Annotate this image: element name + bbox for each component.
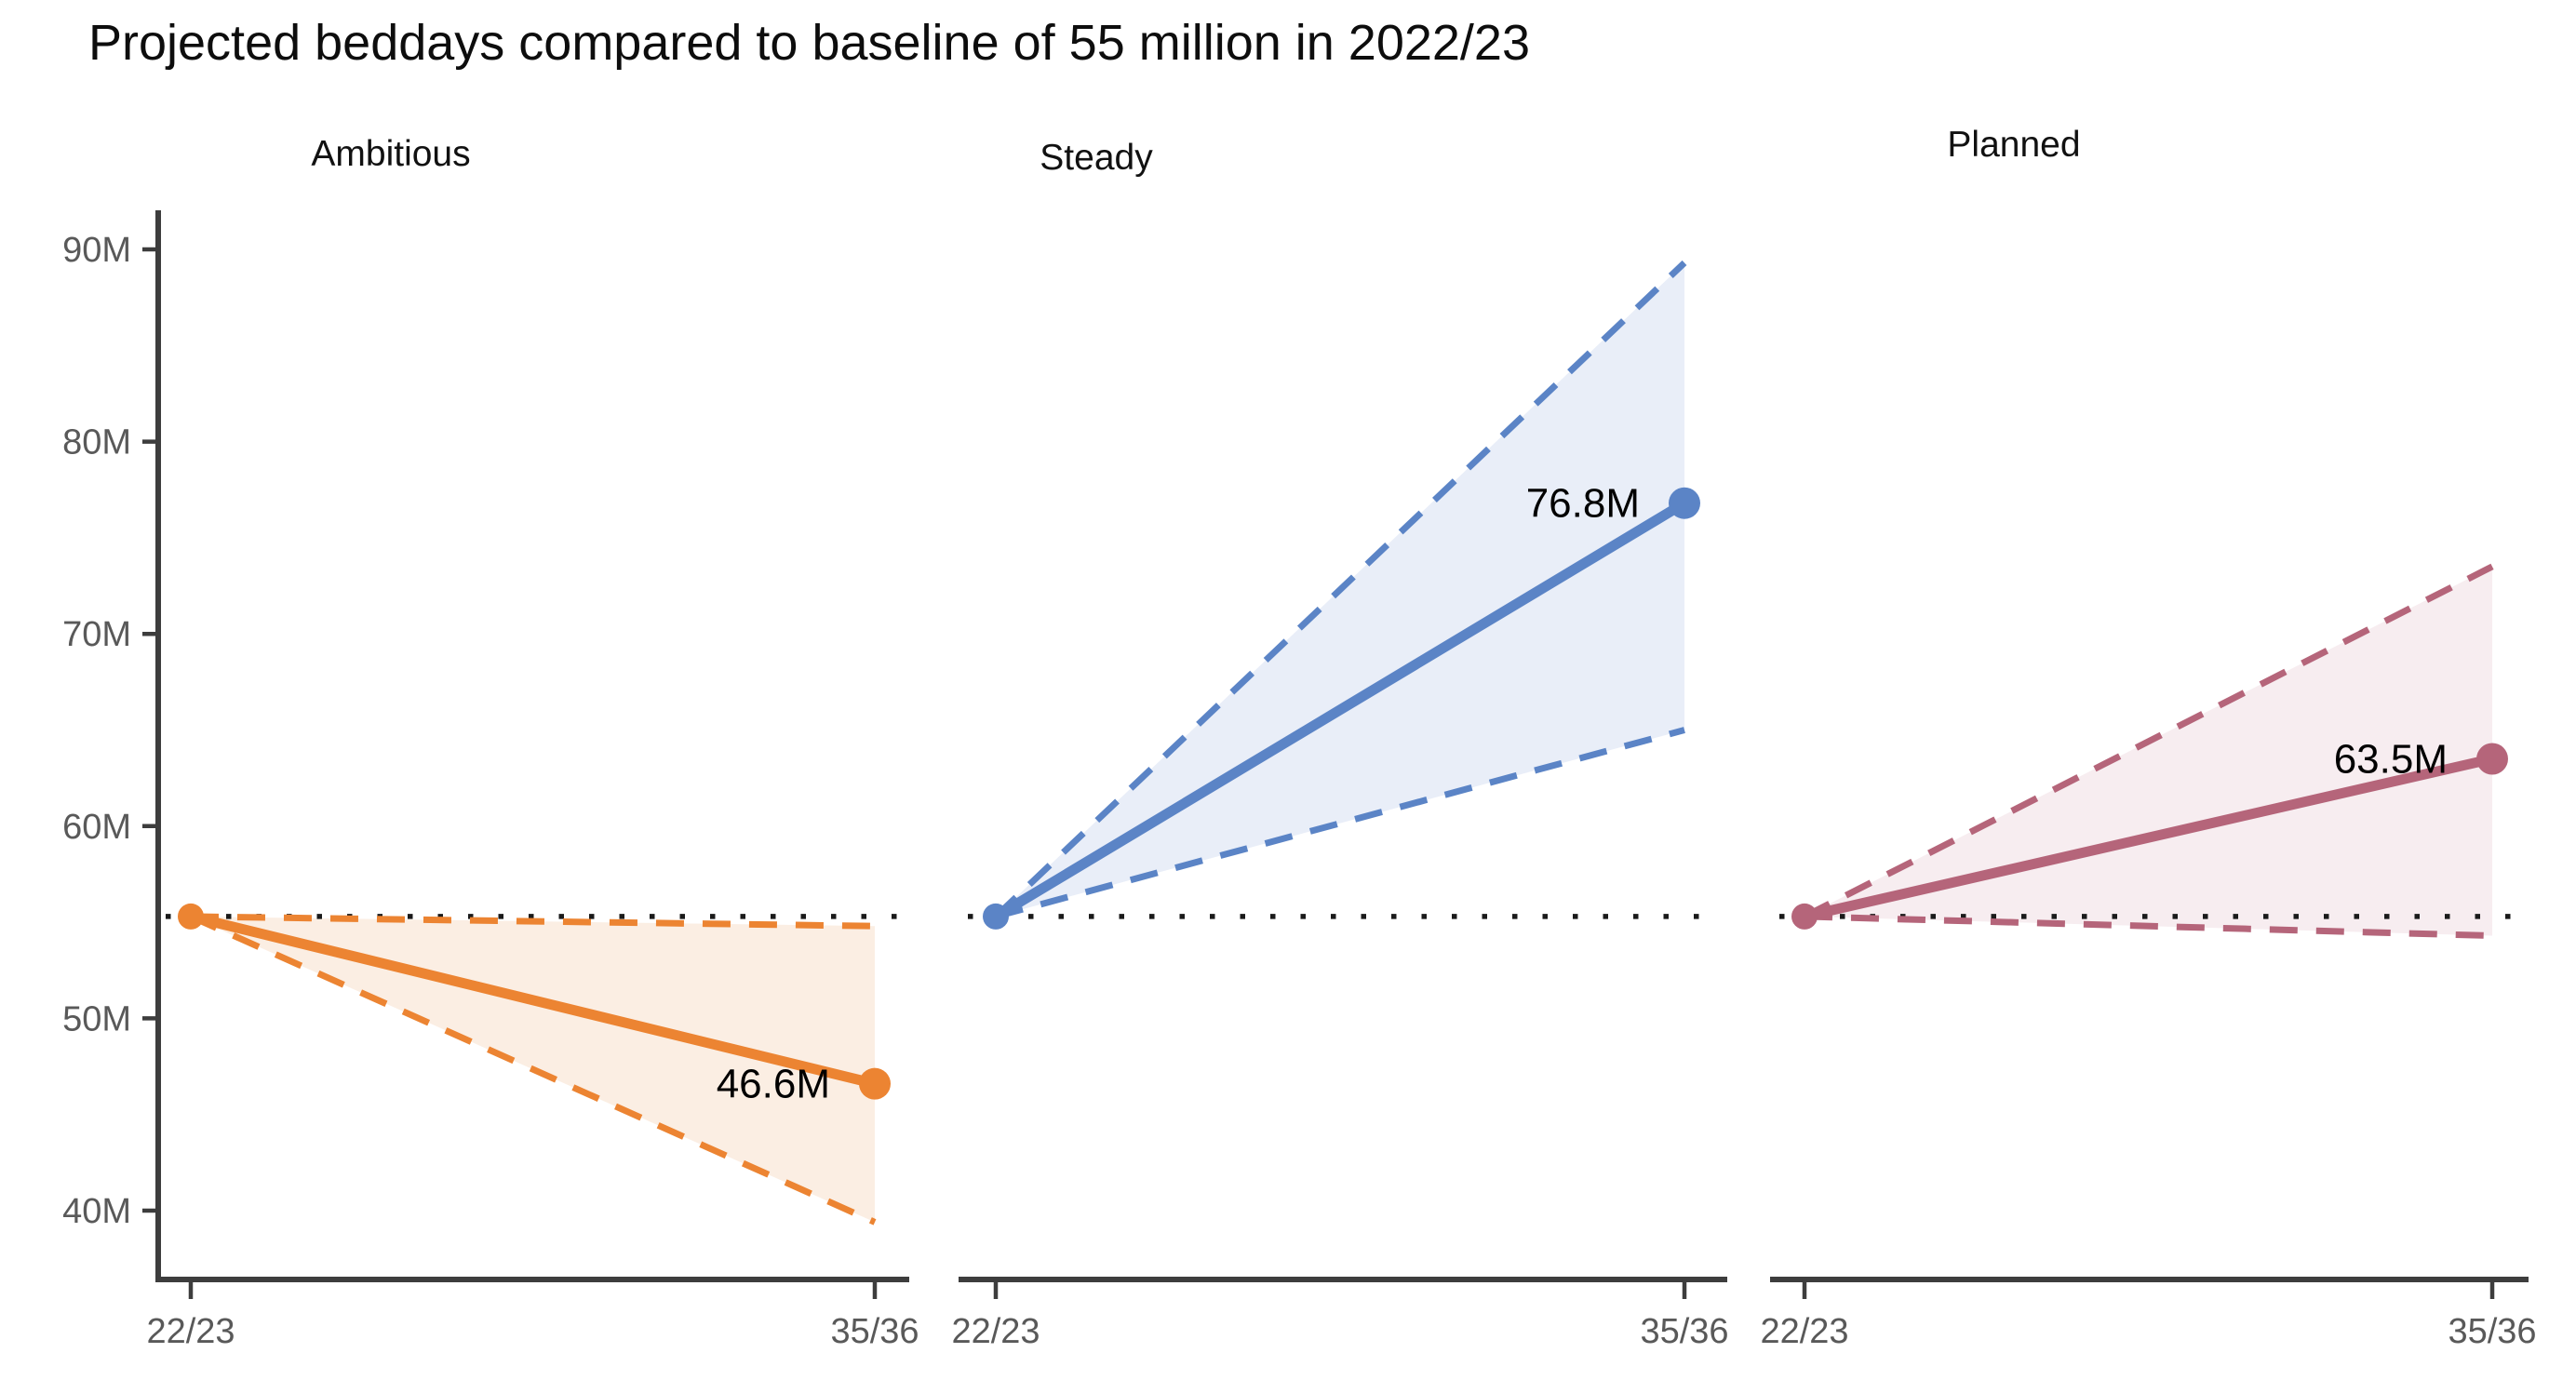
- y-axis-tick-label: 90M: [62, 231, 131, 270]
- ambitious-value-label: 46.6M: [717, 1062, 830, 1107]
- steady-start-point: [983, 903, 1009, 930]
- ambitious-upper-bound-line: [190, 913, 876, 930]
- x-axis-tick-label: 22/23: [951, 1312, 1040, 1351]
- planned-end-point: [2476, 743, 2508, 775]
- y-axis-tick-label: 60M: [62, 808, 131, 847]
- x-axis-tick-label: 35/36: [2448, 1312, 2536, 1351]
- x-axis-tick-label: 35/36: [830, 1312, 919, 1351]
- x-axis-tick-label: 35/36: [1640, 1312, 1728, 1351]
- ambitious-start-point: [178, 903, 204, 930]
- facet-label-ambitious: Ambitious: [311, 134, 470, 174]
- ambitious-projection-line: [185, 911, 880, 1090]
- y-axis-tick-label: 50M: [62, 999, 131, 1038]
- steady-upper-bound-line: [993, 260, 1687, 919]
- steady-projection-line: [990, 498, 1690, 922]
- planned-value-label: 63.5M: [2334, 736, 2448, 782]
- chart-title: Projected beddays compared to baseline o…: [88, 15, 1530, 71]
- y-axis-tick-label: 70M: [62, 615, 131, 654]
- ambitious-end-point: [859, 1067, 891, 1100]
- y-axis-tick-label: 40M: [62, 1192, 131, 1231]
- y-axis-tick-label: 80M: [62, 423, 131, 462]
- x-axis-tick-label: 22/23: [1760, 1312, 1848, 1351]
- ambitious-lower-bound-line: [189, 913, 877, 1226]
- planned-upper-bound-line: [1803, 563, 2494, 920]
- planned-projection-line: [1799, 753, 2498, 922]
- x-axis-tick-label: 22/23: [146, 1312, 235, 1351]
- planned-uncertainty-band: [1805, 566, 2492, 936]
- facet-label-planned: Planned: [1947, 125, 2080, 165]
- planned-start-point: [1791, 903, 1818, 930]
- facet-label-steady: Steady: [1040, 138, 1153, 178]
- steady-end-point: [1669, 487, 1700, 519]
- steady-value-label: 76.8M: [1526, 481, 1640, 527]
- steady-lower-bound-line: [995, 727, 1685, 920]
- planned-lower-bound-line: [1804, 913, 2493, 940]
